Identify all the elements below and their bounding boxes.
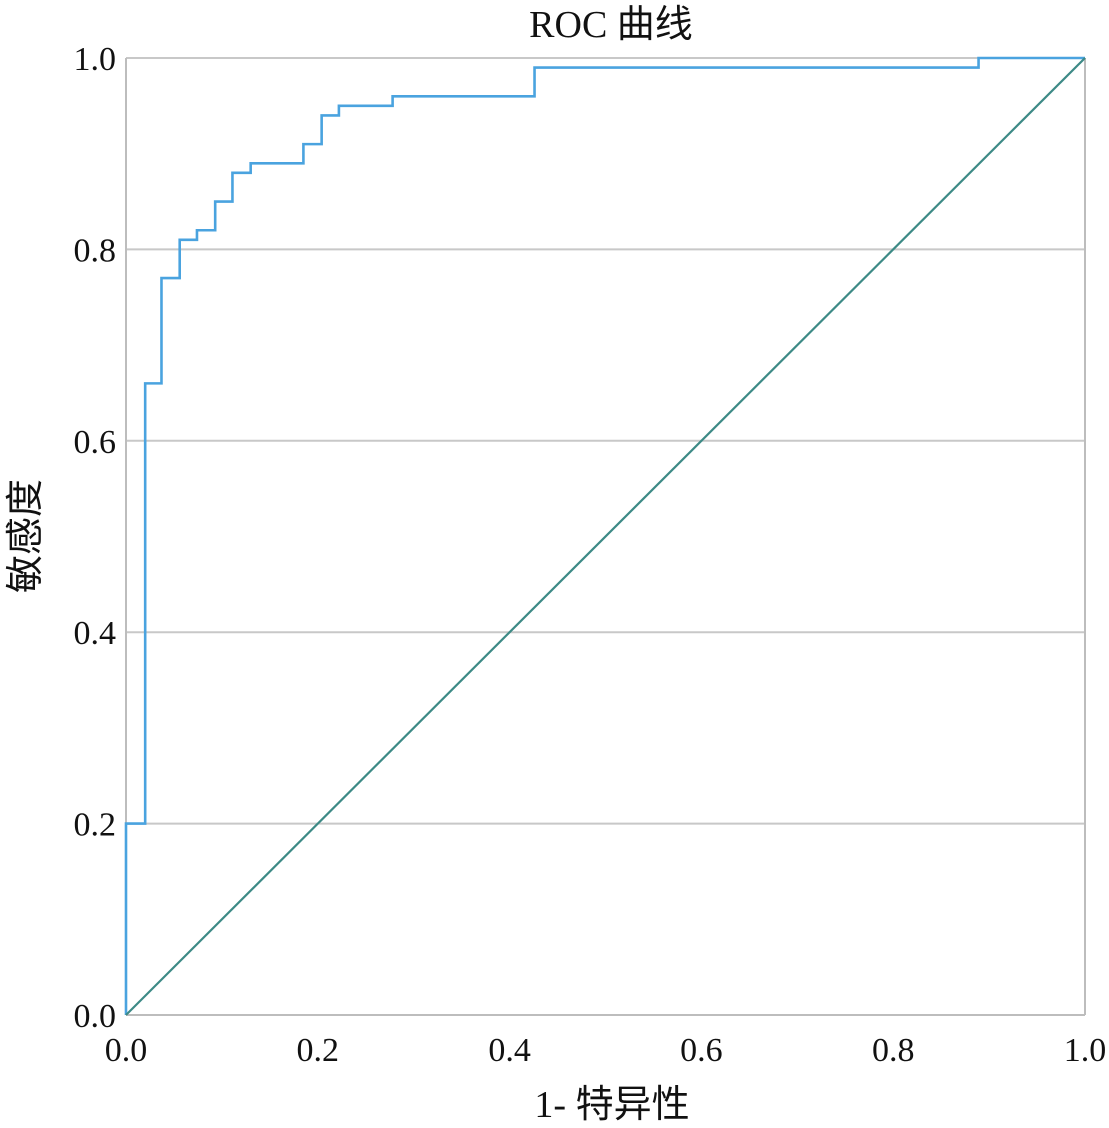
x-tick-label-2: 0.4 — [488, 1032, 531, 1069]
y-tick-label-3: 0.6 — [74, 424, 117, 461]
x-tick-label-0: 0.0 — [105, 1032, 148, 1069]
x-tick-label-5: 1.0 — [1064, 1032, 1107, 1069]
y-tick-label-4: 0.8 — [74, 232, 117, 269]
reference-diagonal-line — [125, 57, 1086, 1016]
x-axis-label: 1- 特异性 — [534, 1084, 689, 1126]
y-tick-labels: 0.0 0.2 0.4 0.6 0.8 1.0 — [74, 41, 117, 1035]
y-tick-label-5: 1.0 — [74, 41, 117, 78]
y-tick-label-0: 0.0 — [74, 998, 117, 1035]
y-tick-label-1: 0.2 — [74, 807, 117, 844]
x-tick-label-1: 0.2 — [297, 1032, 340, 1069]
x-tick-label-3: 0.6 — [680, 1032, 723, 1069]
x-tick-labels: 0.0 0.2 0.4 0.6 0.8 1.0 — [105, 1032, 1107, 1069]
chart-title: ROC 曲线 — [529, 4, 693, 46]
x-tick-label-4: 0.8 — [872, 1032, 915, 1069]
y-axis-label: 敏感度 — [5, 479, 47, 593]
series-layer — [124, 56, 1086, 1016]
y-tick-label-2: 0.4 — [74, 615, 117, 652]
roc-curve-line — [124, 56, 1085, 1015]
gridlines — [126, 57, 1085, 825]
